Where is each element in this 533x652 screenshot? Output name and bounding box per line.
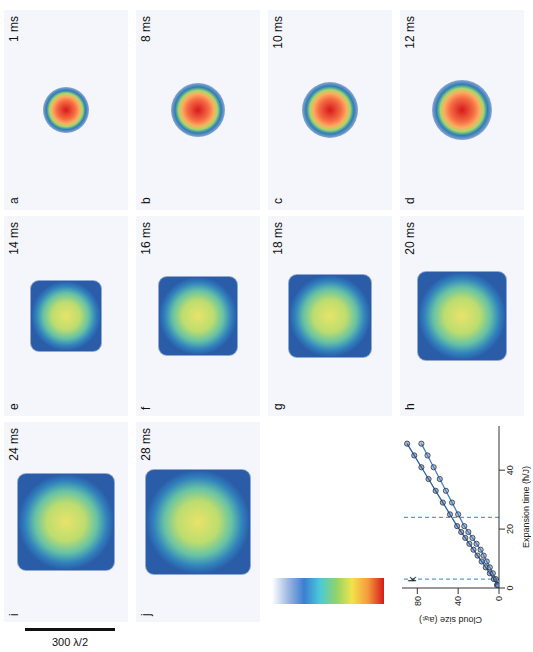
html-text:24 ms: 24 ms [7,428,21,461]
html-text:g: g [271,403,285,410]
html-text:16 ms: 16 ms [139,222,153,255]
svg-text:0: 0 [505,585,515,590]
svg-text:80: 80 [413,596,423,606]
html-text:k: k [406,576,418,582]
html-text:10 ms: 10 ms [271,16,285,49]
html-text:28 ms: 28 ms [139,428,153,461]
html-text:b: b [139,197,153,204]
svg-text:40: 40 [453,596,463,606]
svg-text:40: 40 [505,465,515,475]
svg-text:0: 0 [494,596,504,601]
html-text:i: i [7,613,21,616]
html-text:j: j [139,613,153,616]
html-text:8 ms: 8 ms [139,16,153,42]
html-text:a: a [7,197,21,204]
svg-text:Expansion time (ħ/J): Expansion time (ħ/J) [521,466,531,548]
html-text:300 λ/2: 300 λ/2 [52,636,88,648]
html-text:h: h [403,403,417,410]
html-text:f: f [139,406,153,410]
html-text:18 ms: 18 ms [271,222,285,255]
svg-text:Cloud size (aₗₐₜ): Cloud size (aₗₐₜ) [419,615,482,624]
html-text:14 ms: 14 ms [7,222,21,255]
html-text:c: c [271,198,285,204]
html-text:e: e [7,403,21,410]
html-text:20 ms: 20 ms [403,222,417,255]
html-text:1 ms: 1 ms [7,16,21,42]
html-text:12 ms: 12 ms [403,16,417,49]
html-text:d: d [403,197,417,204]
svg-text:20: 20 [505,524,515,534]
